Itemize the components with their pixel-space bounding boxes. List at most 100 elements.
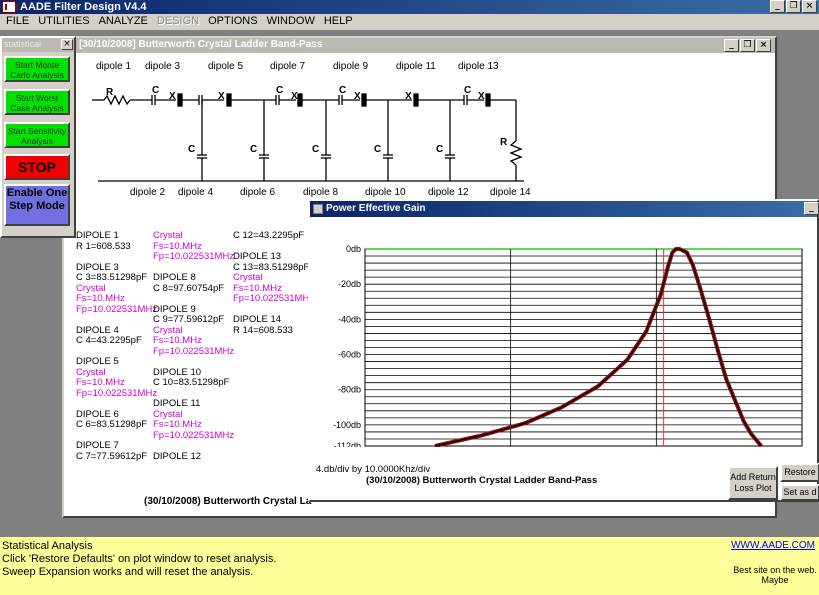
- gain-scale-text: 4.db/div by 10.0000Khz/div: [316, 464, 431, 475]
- menu-window[interactable]: WINDOW: [266, 15, 315, 27]
- schematic-window-controls: _ ❐ ×: [724, 39, 771, 52]
- menu-bar: FILE UTILITIES ANALYZE DESIGN OPTIONS WI…: [0, 14, 819, 30]
- component-param-line: [76, 399, 157, 410]
- app-window-controls: _ ❐ ×: [770, 0, 817, 13]
- close-button[interactable]: ×: [802, 0, 817, 13]
- component-param-line: Fs=10.MHz: [233, 282, 282, 294]
- status-panel: Statistical Analysis Click 'Restore Defa…: [0, 536, 819, 595]
- cap-label-7: C: [276, 85, 283, 96]
- component-param-line: Fp=10.022531MHz: [153, 429, 235, 441]
- component-param-line: R 14=608.533: [233, 324, 293, 336]
- menu-design[interactable]: DESIGN: [156, 15, 200, 27]
- cap-label-8: C: [312, 144, 319, 155]
- component-param-line: Fs=10.MHz: [76, 377, 125, 388]
- cap-label-10: C: [374, 144, 381, 155]
- y-tick-label: -40db: [338, 314, 361, 324]
- statistical-window: statistical × Start Monte Carlo Analysis…: [0, 36, 76, 238]
- cap-label-3: C: [152, 85, 159, 96]
- component-param-line: DIPOLE 3: [76, 261, 119, 273]
- y-tick-label: -80db: [338, 385, 361, 395]
- gain-minimize-button[interactable]: _: [804, 202, 819, 215]
- menu-utilities[interactable]: UTILITIES: [38, 15, 90, 27]
- component-param-line: [153, 441, 234, 452]
- monte-carlo-button[interactable]: Start Monte Carlo Analysis: [4, 56, 70, 82]
- dipole-label-1: dipole 1: [96, 61, 132, 72]
- app-titlebar: AADE Filter Design V4.4 _ ❐ ×: [0, 0, 819, 14]
- dipole-label-12: dipole 12: [428, 187, 469, 198]
- y-tick-label: 0db: [346, 244, 361, 254]
- sensitivity-button[interactable]: Start Sensitivity Analysis: [4, 122, 70, 148]
- dipole-label-9: dipole 9: [333, 61, 369, 72]
- cap-label-2: C: [188, 144, 195, 155]
- schematic-title: [30/10/2008] Butterworth Crystal Ladder …: [79, 39, 323, 50]
- gain-footer-title: (30/10/2008) Butterworth Crystal Ladder …: [366, 475, 598, 486]
- component-param-line: DIPOLE 8: [153, 272, 196, 283]
- xtal-label-7: X: [291, 91, 298, 102]
- component-param-line: Crystal: [153, 408, 183, 420]
- xtal-label-5: X: [218, 91, 225, 102]
- component-param-line: C 8=97.60754pF: [153, 282, 225, 294]
- component-param-line: DIPOLE 11: [153, 398, 201, 409]
- component-param-line: Fs=10.MHz: [153, 419, 202, 430]
- menu-options[interactable]: OPTIONS: [208, 15, 258, 27]
- dipole-label-8: dipole 8: [303, 187, 339, 198]
- xtal-label-13: X: [478, 91, 485, 102]
- dipole-label-11: dipole 11: [396, 61, 436, 72]
- schematic-titlebar: [30/10/2008] Butterworth Crystal Ladder …: [64, 38, 775, 53]
- gain-plot-titlebar: Power Effective Gain _: [310, 201, 819, 217]
- status-line-3: Sweep Expansion works and will reset the…: [2, 566, 254, 578]
- component-param-line: Fp=10.022531MHz: [153, 251, 235, 262]
- schematic-minimize-button[interactable]: _: [724, 39, 739, 52]
- restore-defaults-button[interactable]: Restore: [780, 463, 819, 482]
- component-param-line: C 9=77.59612pF: [153, 314, 225, 325]
- schematic-maximize-button[interactable]: ❐: [740, 39, 755, 52]
- y-tick-label: -100db: [333, 420, 361, 430]
- component-param-line: Fp=10.022531MHz: [153, 345, 235, 357]
- app-icon: [2, 1, 17, 13]
- component-param-line: DIPOLE 7: [76, 440, 119, 451]
- dipole-label-6: dipole 6: [240, 187, 276, 198]
- status-line-1: Statistical Analysis: [2, 540, 93, 552]
- y-tick-label: -60db: [338, 350, 361, 360]
- dipole-label-2: dipole 2: [130, 187, 166, 198]
- component-param-line: DIPOLE 4: [76, 324, 119, 336]
- set-as-default-button[interactable]: Set as d: [780, 484, 819, 501]
- gain-curve: [434, 248, 762, 447]
- ladder-schematic: R C X X C X C X X C X C C C C C R: [92, 85, 524, 182]
- dipole-label-10: dipole 10: [365, 187, 406, 198]
- component-param-line: C 3=83.51298pF: [76, 272, 148, 283]
- schematic-close-button[interactable]: ×: [756, 39, 771, 52]
- add-return-loss-button[interactable]: Add Return Loss Plot: [728, 466, 778, 500]
- menu-file[interactable]: FILE: [6, 15, 30, 27]
- y-tick-label: -20db: [338, 279, 361, 289]
- component-param-line: Fs=10.MHz: [153, 335, 202, 346]
- component-param-line: DIPOLE 14: [233, 314, 282, 325]
- component-param-line: Crystal: [233, 272, 263, 283]
- restore-button[interactable]: ❐: [786, 0, 801, 13]
- component-param-line: [76, 252, 157, 263]
- component-param-line: Crystal: [76, 282, 106, 294]
- dipole-label-3: dipole 3: [145, 61, 181, 72]
- app-title: AADE Filter Design V4.4: [20, 1, 147, 13]
- cap-label-12: C: [436, 144, 443, 155]
- statistical-close-button[interactable]: ×: [61, 39, 73, 50]
- menu-help[interactable]: HELP: [323, 15, 353, 27]
- stop-button[interactable]: STOP: [4, 154, 70, 180]
- component-param-line: C 10=83.51298pF: [153, 377, 230, 388]
- resistor-label-1: R: [106, 87, 114, 98]
- one-step-mode-button[interactable]: Enable One Step Mode: [4, 184, 70, 226]
- component-param-line: C 6=83.51298pF: [76, 419, 148, 430]
- component-param-line: C 13=83.51298pF: [233, 261, 310, 273]
- component-param-line: Fs=10.MHz: [153, 240, 202, 252]
- component-param-line: DIPOLE 6: [76, 408, 119, 420]
- component-param-line: DIPOLE 5: [76, 356, 119, 367]
- component-param-line: R 1=608.533: [76, 240, 131, 252]
- website-link[interactable]: WWW.AADE.COM: [731, 540, 815, 551]
- component-param-line: Fp=10.022531MHz: [76, 387, 158, 399]
- menu-analyze[interactable]: ANALYZE: [98, 15, 148, 27]
- minimize-button[interactable]: _: [770, 0, 785, 13]
- worst-case-button[interactable]: Start Worst Case Analysis: [4, 89, 70, 115]
- component-param-line: Crystal: [76, 366, 106, 378]
- component-param-line: DIPOLE 13: [233, 251, 282, 262]
